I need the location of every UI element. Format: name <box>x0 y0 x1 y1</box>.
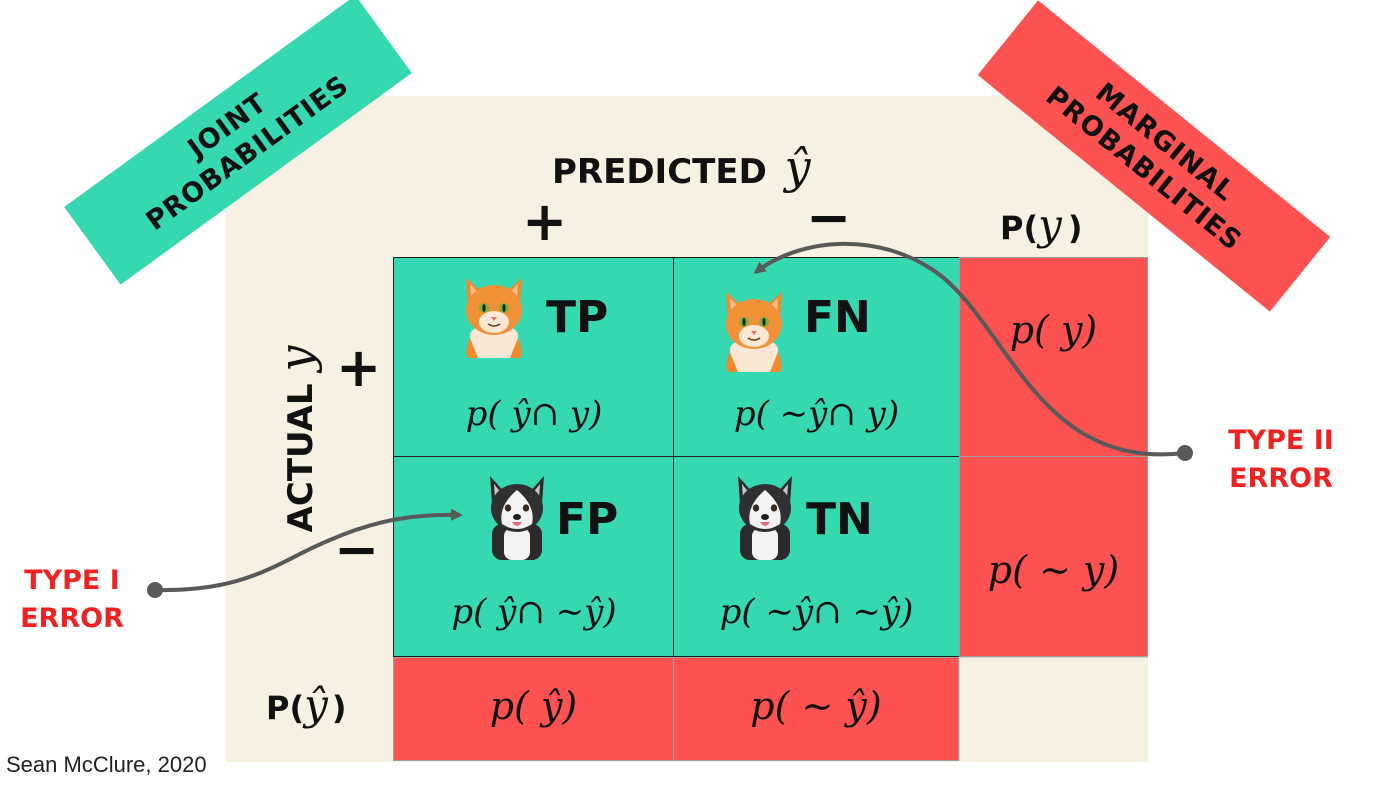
marginal-col-plus-formula: p( ŷ) <box>489 684 578 728</box>
type-ii-error-label: TYPE II ERROR <box>1206 422 1356 498</box>
type-i-error-label: TYPE I ERROR <box>2 562 142 638</box>
predicted-axis-title: PREDICTED ŷ <box>552 140 811 194</box>
marginal-row-plus-cell <box>959 257 1148 457</box>
cat-face-icon <box>726 292 782 372</box>
fn-label: FN <box>804 292 871 343</box>
type-ii-error-dot <box>1177 445 1193 461</box>
fp-label: FP <box>556 494 619 545</box>
true-negative-cell <box>673 456 960 657</box>
p-yhat-header: P(ŷ) <box>266 680 346 729</box>
marginal-row-minus-cell <box>959 456 1148 657</box>
p-yhat-symbol: ŷ <box>304 680 328 729</box>
husky-face-icon <box>738 476 792 560</box>
credit-text: Sean McClure, 2020 <box>6 752 207 777</box>
type-i-line1: TYPE I <box>24 565 120 596</box>
p-y-suffix: ) <box>1067 209 1083 247</box>
p-y-header: P(y) <box>1000 200 1082 249</box>
p-y-symbol: y <box>1038 200 1062 249</box>
actual-plus-sign: + <box>336 336 382 399</box>
predicted-symbol: ŷ <box>784 140 811 194</box>
tp-label: TP <box>546 292 609 343</box>
type-i-error-dot <box>147 582 163 598</box>
marginal-col-minus-formula: p( ∼ ŷ) <box>750 684 882 728</box>
type-i-error-arrow <box>154 508 463 593</box>
husky-face-icon <box>490 476 544 560</box>
fp-formula: p( ŷ∩ ∼ŷ) <box>451 592 617 632</box>
predicted-label: PREDICTED <box>552 152 767 192</box>
tp-formula: p( ŷ∩ y) <box>465 394 603 434</box>
marginal-row-minus-formula: p( ∼ y) <box>987 548 1120 592</box>
marginal-col-minus-cell <box>673 657 959 761</box>
type-i-line2: ERROR <box>20 603 124 634</box>
marginal-corner-cell <box>959 657 1148 761</box>
p-yhat-suffix: ) <box>331 689 347 727</box>
fn-formula: p( ∼ŷ∩ y) <box>733 394 900 434</box>
true-positive-cell <box>393 257 675 458</box>
p-yhat-prefix: P( <box>266 689 305 727</box>
marginal-row-plus-formula: p( y) <box>1009 308 1098 352</box>
cat-face-icon <box>466 278 522 358</box>
tn-label: TN <box>806 494 873 545</box>
type-ii-line2: ERROR <box>1229 463 1333 494</box>
predicted-minus-sign: − <box>806 186 852 249</box>
marginal-col-plus-cell <box>393 657 674 761</box>
predicted-plus-sign: + <box>522 190 568 253</box>
type-ii-line1: TYPE II <box>1228 425 1334 456</box>
p-y-prefix: P( <box>1000 209 1039 247</box>
false-negative-cell <box>673 257 960 458</box>
type-ii-error-arrow <box>753 241 1186 457</box>
tn-formula: p( ∼ŷ∩ ∼ŷ) <box>719 592 914 632</box>
